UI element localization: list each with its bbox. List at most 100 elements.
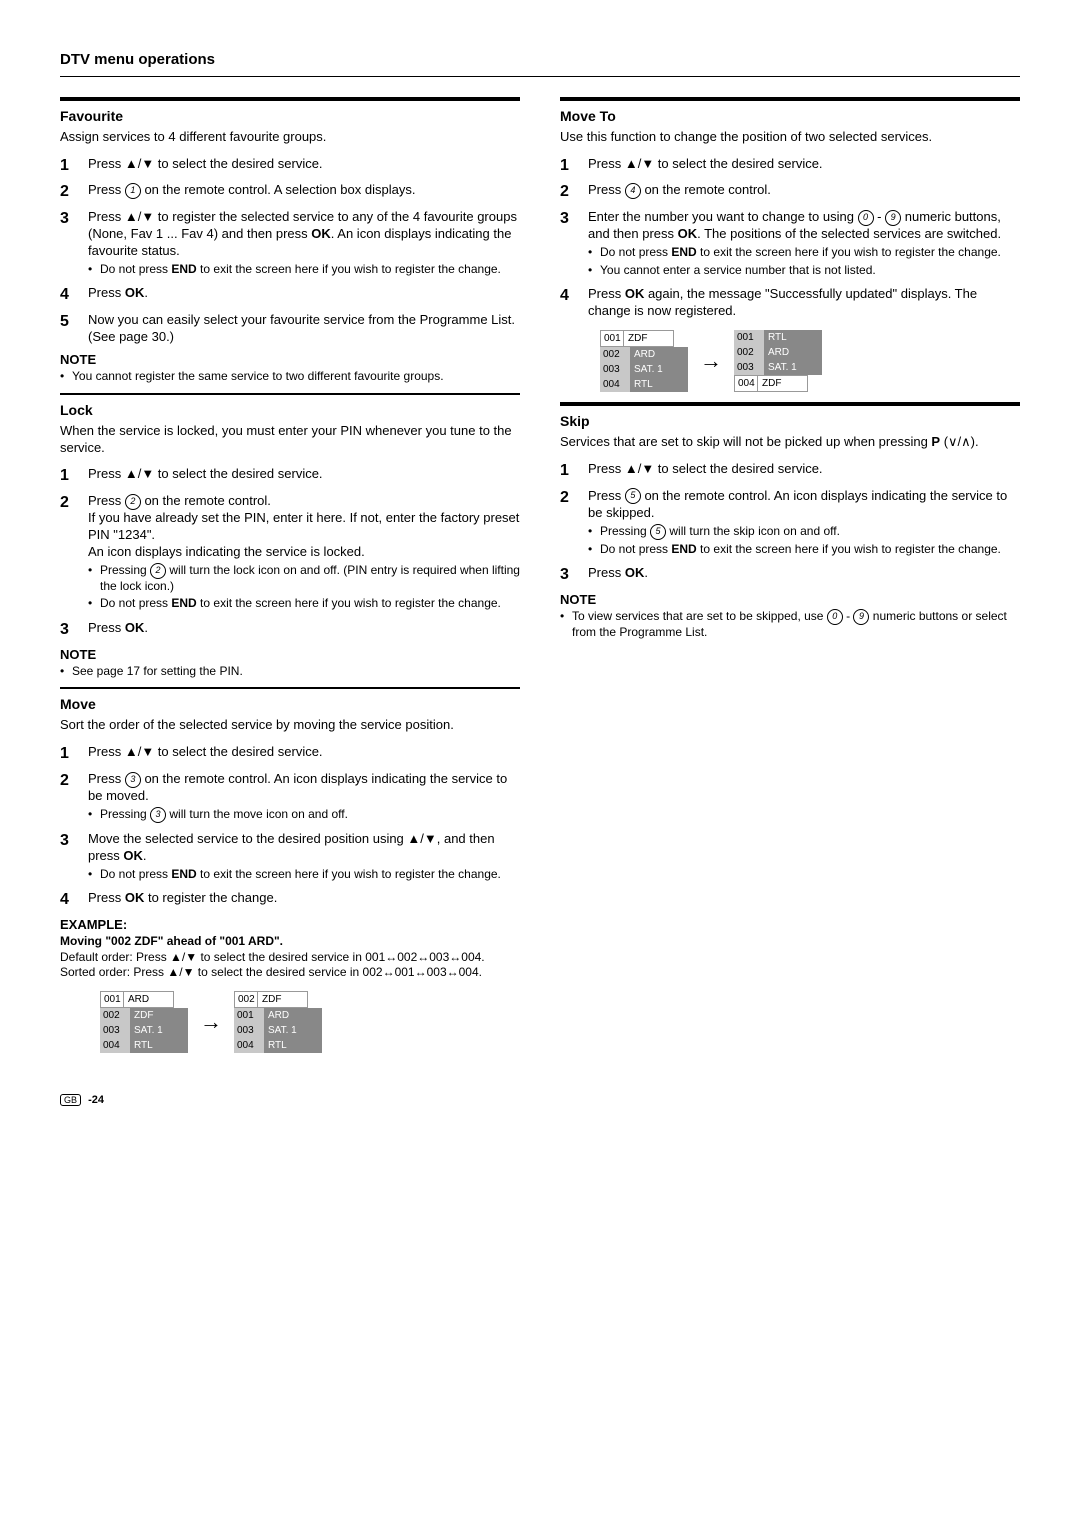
button-2-icon: 2 [125,494,141,510]
move-step-3: 3 Move the selected service to the desir… [60,831,520,884]
end-label: END [171,867,196,881]
service-number: 002 [600,347,630,362]
move-step-4: 4 Press OK to register the change. [60,890,520,911]
page-title: DTV menu operations [60,50,1020,70]
moveto-step-4: 4 Press OK again, the message "Successfu… [560,286,1020,320]
bullet: •Do not press END to exit the screen her… [588,542,1020,558]
moveto-title: Move To [560,107,1020,125]
table-row: 003SAT. 1 [734,360,822,375]
skip-step-1: 1 Press ▲/▼ to select the desired servic… [560,461,1020,482]
example-text: Sorted order: Press ▲/▼ to select the de… [60,965,520,981]
service-name: SAT. 1 [264,1023,322,1038]
service-name: ARD [630,347,688,362]
text: Move the selected service to the desired… [88,831,495,863]
service-number: 004 [600,377,630,392]
step-text: Press ▲/▼ to select the desired service. [88,156,520,177]
step-text: Press 5 on the remote control. An icon d… [588,488,1020,559]
lock-step-3: 3 Press OK. [60,620,520,641]
move-intro: Sort the order of the selected service b… [60,717,520,734]
step-text: Now you can easily select your favourite… [88,312,520,346]
ok-label: OK [311,226,331,241]
button-4-icon: 4 [625,183,641,199]
step-number: 3 [560,565,588,586]
favourite-step-2: 2 Press 1 on the remote control. A selec… [60,182,520,203]
text: to exit the screen here if you wish to r… [197,867,501,881]
service-table-after: 001RTL002ARD003SAT. 1004ZDF [734,330,822,392]
step-text: Press ▲/▼ to register the selected servi… [88,209,520,279]
service-number: 003 [234,1023,264,1038]
right-column: Move To Use this function to change the … [560,97,1020,1063]
service-number: 001 [600,330,624,347]
move-step-1: 1 Press ▲/▼ to select the desired servic… [60,744,520,765]
table-row: 002ARD [734,345,822,360]
page-number: -24 [88,1094,104,1106]
favourite-step-4: 4 Press OK. [60,285,520,306]
step-number: 2 [60,771,88,825]
example-heading: EXAMPLE: [60,917,520,934]
text: If you have already set the PIN, enter i… [88,510,519,542]
text: Press [88,620,125,635]
step-number: 3 [60,831,88,884]
ok-label: OK [625,286,645,301]
button-3-icon: 3 [150,807,166,823]
rule [60,393,520,395]
table-row: 001ARD [100,991,188,1008]
ok-label: OK [625,565,645,580]
step-number: 2 [560,182,588,203]
table-row: 003SAT. 1 [234,1023,322,1038]
button-0-icon: 0 [827,609,843,625]
step-number: 4 [560,286,588,320]
table-row: 004RTL [100,1038,188,1053]
title-rule [60,76,1020,77]
service-number: 001 [234,1008,264,1023]
button-5-icon: 5 [650,524,666,540]
table-row: 002ZDF [234,991,322,1008]
rule [60,687,520,689]
step-number: 4 [60,890,88,911]
text: Do not press [100,867,171,881]
step-text: Press ▲/▼ to select the desired service. [588,156,1020,177]
step-text: Press OK. [88,285,520,306]
ok-label: OK [678,226,698,241]
step-number: 2 [60,493,88,614]
moveto-example-tables: 001ZDF002ARD003SAT. 1004RTL → 001RTL002A… [600,330,1020,392]
step-text: Move the selected service to the desired… [88,831,520,884]
service-table-before: 001ARD002ZDF003SAT. 1004RTL [100,991,188,1053]
move-example-tables: 001ARD002ZDF003SAT. 1004RTL → 002ZDF001A… [100,991,520,1053]
ok-label: OK [125,620,145,635]
table-row: 004ZDF [734,375,822,392]
text: (∨/∧). [940,434,979,449]
step-text: Press OK. [588,565,1020,586]
step-text: Enter the number you want to change to u… [588,209,1020,280]
bullet: •Do not press END to exit the screen her… [88,867,520,883]
left-column: Favourite Assign services to 4 different… [60,97,520,1063]
lock-step-1: 1 Press ▲/▼ to select the desired servic… [60,466,520,487]
rule [560,97,1020,101]
step-text: Press ▲/▼ to select the desired service. [588,461,1020,482]
text: again, the message "Successfully updated… [588,286,977,318]
favourite-step-3: 3 Press ▲/▼ to register the selected ser… [60,209,520,279]
step-text: Press 1 on the remote control. A selecti… [88,182,520,203]
service-name: ARD [264,1008,322,1023]
end-label: END [171,262,196,276]
service-number: 003 [100,1023,130,1038]
service-number: 004 [734,375,758,392]
step-number: 3 [60,620,88,641]
text: . [144,285,148,300]
step-number: 2 [560,488,588,559]
service-name: ARD [124,991,174,1008]
moveto-step-1: 1 Press ▲/▼ to select the desired servic… [560,156,1020,177]
step-number: 5 [60,312,88,346]
note-heading: NOTE [560,592,1020,609]
button-3-icon: 3 [125,772,141,788]
button-2-icon: 2 [150,563,166,579]
note-body: •You cannot register the same service to… [60,369,520,385]
ok-label: OK [125,890,145,905]
service-name: RTL [130,1038,188,1053]
p-label: P [931,434,940,449]
note-body: •See page 17 for setting the PIN. [60,664,520,680]
step-number: 1 [60,744,88,765]
step-number: 2 [60,182,88,203]
text: Press [88,890,125,905]
text: . [644,565,648,580]
